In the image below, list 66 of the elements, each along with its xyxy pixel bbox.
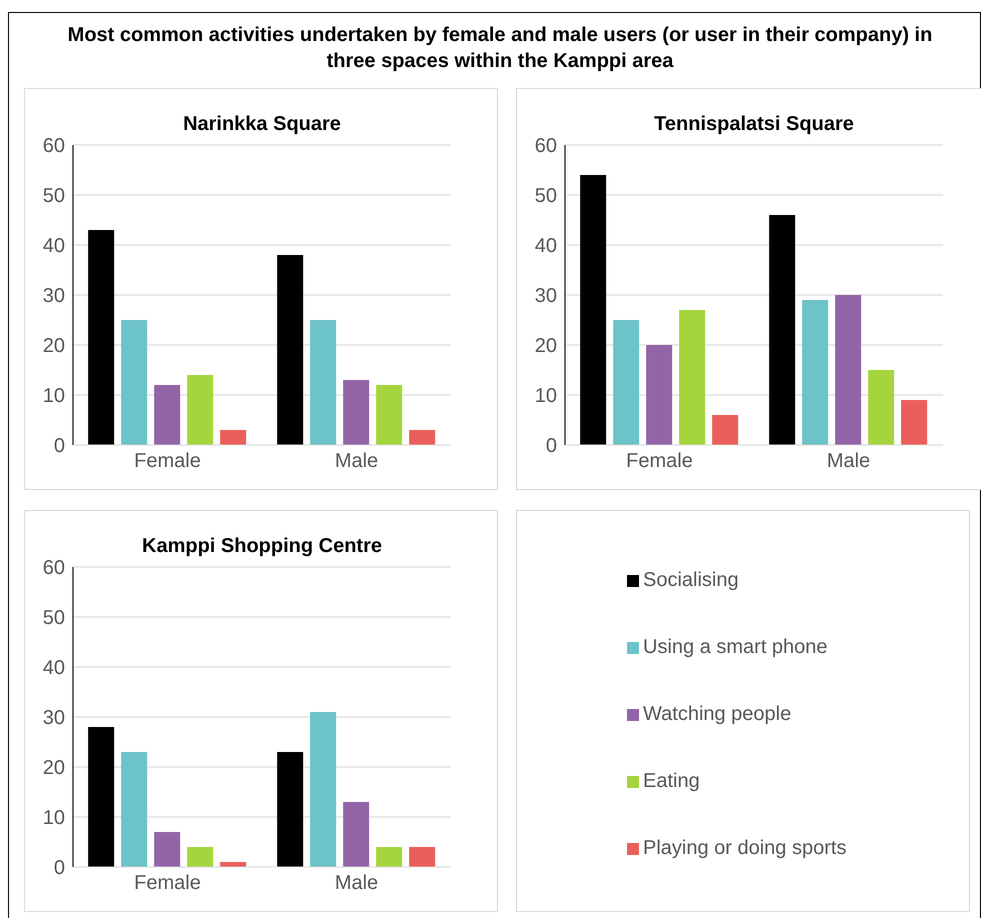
bar — [769, 215, 796, 445]
x-tick-label: Male — [826, 450, 870, 472]
legend-label: Using a smart phone — [643, 636, 828, 659]
text: Most common activities undertaken by female and male users (or user in their company) in three spaces within the Kamppi area — [66, 23, 934, 74]
bar — [277, 752, 304, 867]
y-tick-label: 0 — [54, 857, 65, 880]
bar — [901, 400, 928, 445]
bar — [646, 345, 672, 445]
y-tick-label: 20 — [42, 757, 65, 780]
bar — [187, 847, 214, 867]
y-tick-label: 0 — [54, 435, 65, 458]
y-tick-label: 50 — [42, 185, 65, 208]
bar — [154, 832, 180, 867]
x-tick-label: Female — [134, 450, 201, 472]
y-tick-label: 20 — [42, 335, 65, 358]
bar — [409, 430, 436, 445]
bar — [802, 300, 828, 445]
legend-label: Playing or doing sports — [643, 837, 846, 860]
bar — [376, 385, 402, 445]
y-tick-label: 40 — [42, 657, 65, 680]
y-tick-label: 10 — [534, 385, 557, 408]
y-tick-label: 60 — [42, 557, 65, 580]
y-tick-label: 60 — [534, 135, 557, 158]
chart-subtitle: Kamppi Shopping Centre — [141, 535, 383, 558]
bar — [88, 727, 114, 867]
legend-label: Watching people — [643, 703, 792, 726]
bar — [121, 320, 148, 445]
legend-label: Socialising — [643, 569, 739, 592]
bar — [679, 310, 706, 445]
chart-subtitle: Narinkka Square — [182, 113, 342, 136]
y-tick-label: 30 — [42, 285, 65, 308]
bar — [376, 847, 402, 867]
bar — [277, 255, 304, 445]
bar — [580, 175, 606, 445]
y-tick-label: 50 — [534, 185, 557, 208]
y-tick-label: 40 — [42, 235, 65, 258]
y-tick-label: 10 — [42, 807, 65, 830]
y-tick-label: 30 — [534, 285, 557, 308]
x-tick-label: Male — [334, 872, 378, 894]
bar — [343, 380, 370, 445]
bar — [310, 320, 336, 445]
y-tick-label: 40 — [534, 235, 557, 258]
bar — [712, 415, 738, 445]
bar — [868, 370, 894, 445]
y-tick-label: 50 — [42, 607, 65, 630]
y-tick-label: 30 — [42, 707, 65, 730]
legend-label: Eating — [643, 770, 700, 793]
x-tick-label: Female — [134, 872, 201, 894]
y-tick-label: 60 — [42, 135, 65, 158]
bar — [121, 752, 148, 867]
x-tick-label: Female — [626, 450, 693, 472]
bar — [154, 385, 180, 445]
y-tick-label: 10 — [42, 385, 65, 408]
y-tick-label: 0 — [546, 435, 557, 458]
bar — [613, 320, 640, 445]
bar — [343, 802, 370, 867]
bar — [220, 430, 246, 445]
chart-subtitle: Tennispalatsi Square — [653, 113, 855, 136]
x-tick-label: Male — [334, 450, 378, 472]
bar — [835, 295, 862, 445]
bar — [187, 375, 214, 445]
bar — [88, 230, 114, 445]
y-tick-label: 20 — [534, 335, 557, 358]
bar — [409, 847, 436, 867]
bar — [220, 862, 246, 867]
bar — [310, 712, 336, 867]
